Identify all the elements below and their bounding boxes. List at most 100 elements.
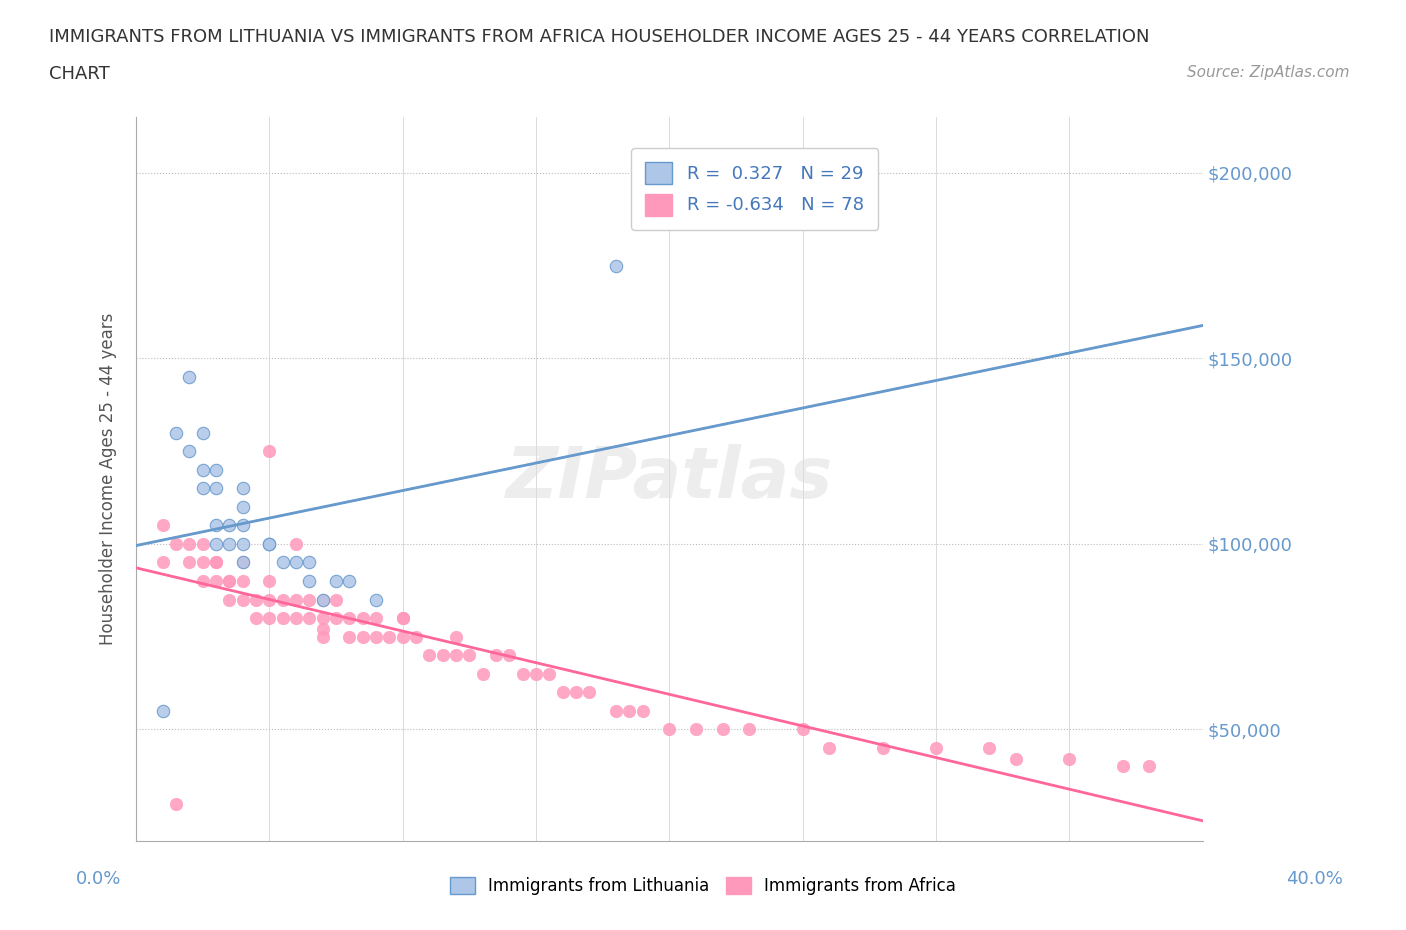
Point — [271, 611, 294, 626]
Point — [232, 555, 254, 570]
Point — [711, 722, 734, 737]
Point — [1111, 759, 1133, 774]
Point — [325, 592, 347, 607]
Point — [364, 592, 387, 607]
Point — [458, 647, 481, 662]
Text: ZIPatlas: ZIPatlas — [506, 445, 832, 513]
Point — [444, 630, 467, 644]
Point — [524, 666, 547, 681]
Point — [245, 611, 267, 626]
Point — [179, 444, 201, 458]
Text: IMMIGRANTS FROM LITHUANIA VS IMMIGRANTS FROM AFRICA HOUSEHOLDER INCOME AGES 25 -: IMMIGRANTS FROM LITHUANIA VS IMMIGRANTS … — [49, 28, 1150, 46]
Point — [218, 574, 240, 589]
Point — [339, 574, 361, 589]
Point — [1059, 751, 1081, 766]
Point — [391, 630, 413, 644]
Point — [245, 592, 267, 607]
Text: 0.0%: 0.0% — [76, 870, 121, 888]
Point — [152, 555, 174, 570]
Point — [485, 647, 508, 662]
Point — [191, 481, 214, 496]
Point — [205, 574, 228, 589]
Point — [285, 555, 308, 570]
Point — [218, 574, 240, 589]
Point — [285, 537, 308, 551]
Point — [179, 369, 201, 384]
Point — [312, 630, 335, 644]
Point — [364, 630, 387, 644]
Point — [551, 684, 574, 699]
Point — [685, 722, 707, 737]
Point — [498, 647, 520, 662]
Point — [218, 592, 240, 607]
Point — [325, 574, 347, 589]
Point — [538, 666, 561, 681]
Point — [325, 611, 347, 626]
Point — [205, 537, 228, 551]
Point — [165, 537, 187, 551]
Point — [298, 592, 321, 607]
Point — [191, 462, 214, 477]
Point — [312, 611, 335, 626]
Point — [259, 537, 281, 551]
Point — [979, 740, 1001, 755]
Point — [512, 666, 534, 681]
Point — [191, 425, 214, 440]
Point — [259, 537, 281, 551]
Point — [605, 703, 627, 718]
Point — [179, 537, 201, 551]
Y-axis label: Householder Income Ages 25 - 44 years: Householder Income Ages 25 - 44 years — [100, 312, 117, 645]
Point — [631, 703, 654, 718]
Point — [391, 611, 413, 626]
Point — [232, 537, 254, 551]
Point — [658, 722, 681, 737]
Legend: Immigrants from Lithuania, Immigrants from Africa: Immigrants from Lithuania, Immigrants fr… — [441, 869, 965, 903]
Point — [218, 537, 240, 551]
Point — [925, 740, 948, 755]
Point — [179, 555, 201, 570]
Point — [205, 555, 228, 570]
Point — [872, 740, 894, 755]
Point — [205, 462, 228, 477]
Point — [339, 630, 361, 644]
Point — [432, 647, 454, 662]
Point — [818, 740, 841, 755]
Point — [738, 722, 761, 737]
Point — [259, 611, 281, 626]
Point — [312, 592, 335, 607]
Point — [792, 722, 814, 737]
Point — [152, 703, 174, 718]
Text: CHART: CHART — [49, 65, 110, 83]
Point — [312, 592, 335, 607]
Point — [312, 622, 335, 637]
Point — [232, 574, 254, 589]
Point — [352, 630, 374, 644]
Point — [218, 518, 240, 533]
Point — [259, 592, 281, 607]
Point — [364, 611, 387, 626]
Point — [1005, 751, 1028, 766]
Point — [605, 259, 627, 273]
Point — [471, 666, 494, 681]
Point — [391, 611, 413, 626]
Point — [285, 611, 308, 626]
Point — [152, 518, 174, 533]
Point — [298, 555, 321, 570]
Point — [232, 555, 254, 570]
Point — [232, 499, 254, 514]
Point — [271, 592, 294, 607]
Point — [271, 555, 294, 570]
Text: Source: ZipAtlas.com: Source: ZipAtlas.com — [1187, 65, 1350, 80]
Point — [1137, 759, 1160, 774]
Point — [232, 481, 254, 496]
Point — [444, 647, 467, 662]
Point — [165, 796, 187, 811]
Point — [205, 481, 228, 496]
Point — [259, 574, 281, 589]
Point — [205, 518, 228, 533]
Point — [259, 444, 281, 458]
Point — [285, 592, 308, 607]
Point — [405, 630, 427, 644]
Point — [165, 425, 187, 440]
Point — [232, 592, 254, 607]
